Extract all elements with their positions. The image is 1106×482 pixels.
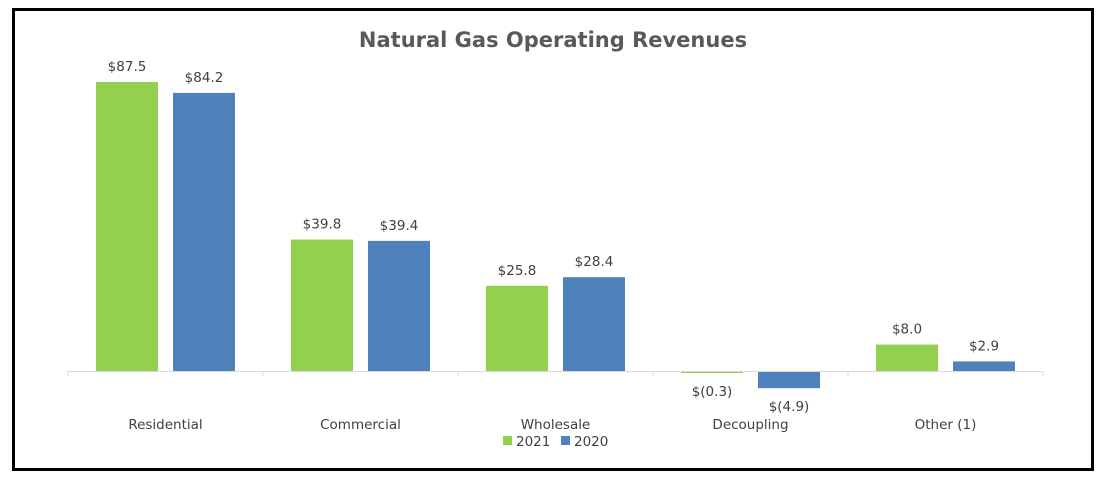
data-label: $87.5 (108, 59, 147, 75)
data-label: $39.8 (303, 217, 342, 233)
bar-2021-wholesale (486, 285, 548, 371)
bar-2020-residential (173, 92, 235, 372)
chart-title: Natural Gas Operating Revenues (359, 28, 747, 52)
bar-2020-commercial (368, 240, 430, 371)
data-label: $25.8 (498, 263, 537, 279)
data-label: $39.4 (380, 218, 419, 234)
bar-2021-other-1 (876, 344, 938, 371)
legend-label-2021: 2021 (516, 434, 550, 450)
legend-swatch-2020 (561, 436, 570, 445)
data-label: $28.4 (575, 254, 614, 270)
legend: 2021 2020 (503, 434, 608, 450)
bar-2021-residential (96, 82, 158, 371)
data-labels: $87.5 $84.2 $39.8 $39.4 $25.8 $28.4 $(0.3) $(4.… (108, 59, 999, 415)
bar-2021-commercial (291, 239, 353, 371)
bar-2021-decoupling (681, 372, 743, 373)
legend-swatch-2021 (503, 436, 512, 445)
category-label: Commercial (320, 417, 401, 433)
bar-2020-other-1 (953, 361, 1015, 371)
data-label: $(4.9) (769, 399, 810, 415)
data-label: $2.9 (969, 338, 999, 354)
bars-layer (96, 82, 1015, 389)
x-axis (67, 371, 1044, 376)
category-labels: Residential Commercial Wholesale Decoupling… (128, 417, 976, 433)
category-label: Other (1) (915, 417, 977, 433)
category-label: Residential (128, 417, 202, 433)
data-label: $84.2 (185, 70, 224, 86)
data-label: $(0.3) (692, 384, 733, 400)
data-label: $8.0 (892, 322, 922, 338)
bar-2020-decoupling (758, 372, 820, 389)
category-label: Decoupling (712, 417, 788, 433)
legend-label-2020: 2020 (574, 434, 608, 450)
bar-2020-wholesale (563, 277, 625, 371)
category-label: Wholesale (521, 417, 591, 433)
